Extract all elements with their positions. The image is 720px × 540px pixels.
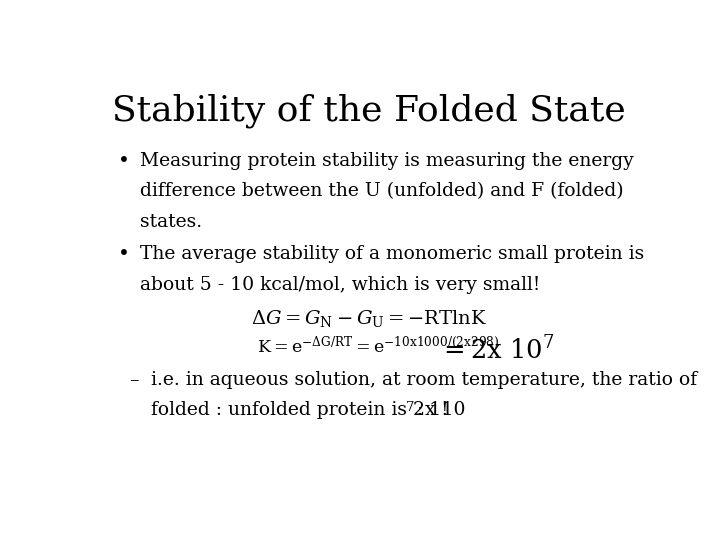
Text: $\mathrm{K{=}e}^{\mathrm{-\Delta G/RT}} \mathrm{= e}^{\mathrm{-10x1000/(2x298)}}: $\mathrm{K{=}e}^{\mathrm{-\Delta G/RT}} … — [258, 336, 500, 357]
Text: i.e. in aqueous solution, at room temperature, the ratio of: i.e. in aqueous solution, at room temper… — [151, 371, 698, 389]
Text: Stability of the Folded State: Stability of the Folded State — [112, 94, 626, 129]
Text: $\Delta G = G_{\mathrm{N}} - G_{\mathrm{U}} = \mathrm{-RTlnK}$: $\Delta G = G_{\mathrm{N}} - G_{\mathrm{… — [251, 308, 487, 329]
Text: about 5 - 10 kcal/mol, which is very small!: about 5 - 10 kcal/mol, which is very sma… — [140, 275, 541, 294]
Text: difference between the U (unfolded) and F (folded): difference between the U (unfolded) and … — [140, 183, 624, 200]
Text: The average stability of a monomeric small protein is: The average stability of a monomeric sma… — [140, 245, 644, 264]
Text: $^7$: $^7$ — [405, 401, 415, 420]
Text: Measuring protein stability is measuring the energy: Measuring protein stability is measuring… — [140, 152, 634, 170]
Text: •: • — [118, 245, 130, 264]
Text: : 1!: : 1! — [411, 401, 449, 419]
Text: –: – — [129, 371, 138, 389]
Text: folded : unfolded protein is 2x 10: folded : unfolded protein is 2x 10 — [151, 401, 466, 419]
Text: •: • — [118, 152, 130, 171]
Text: states.: states. — [140, 213, 202, 231]
Text: $\mathrm{=2x\ 10}^{7}$: $\mathrm{=2x\ 10}^{7}$ — [438, 336, 554, 365]
